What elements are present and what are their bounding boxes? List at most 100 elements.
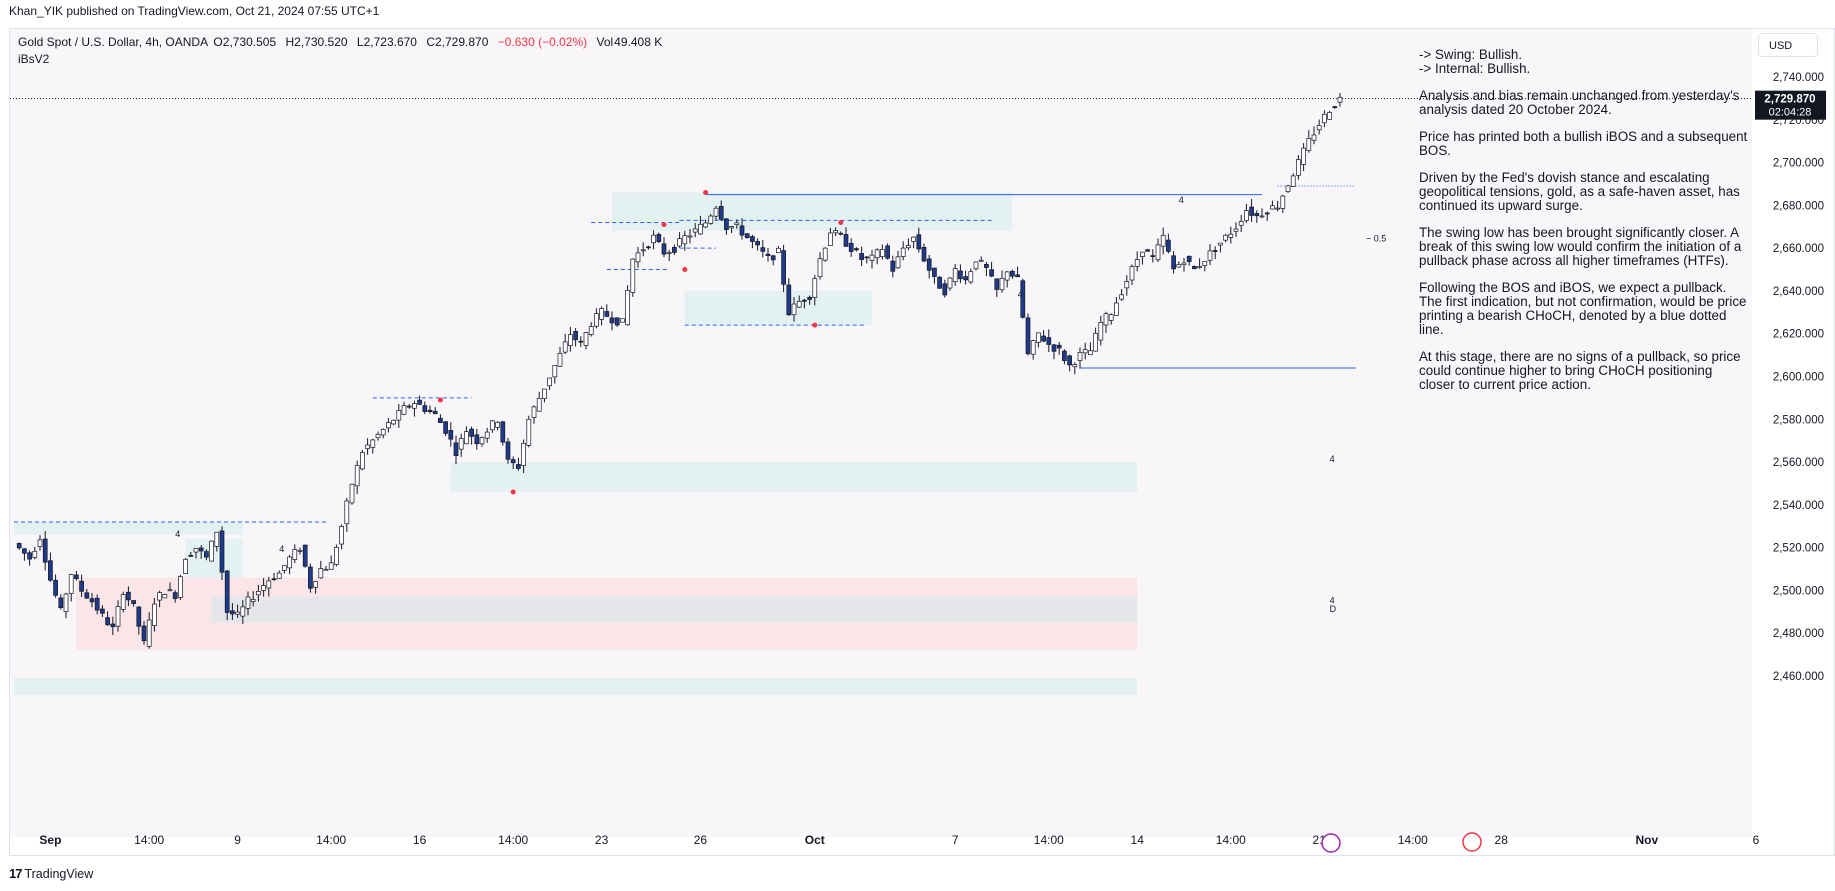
- candle-up[interactable]: [791, 303, 797, 316]
- candle-up[interactable]: [209, 540, 214, 562]
- symbol-name[interactable]: Gold Spot / U.S. Dollar, 4h, OANDA: [18, 35, 209, 49]
- candle-up[interactable]: [1093, 332, 1098, 352]
- candle-up[interactable]: [287, 556, 292, 569]
- candle-down[interactable]: [921, 247, 927, 262]
- candle-up[interactable]: [594, 313, 599, 327]
- candle-down[interactable]: [53, 579, 58, 596]
- candle-up[interactable]: [630, 258, 636, 293]
- candle-down[interactable]: [126, 591, 131, 601]
- candle-down[interactable]: [786, 284, 792, 316]
- candle-down[interactable]: [744, 233, 750, 238]
- candle-up[interactable]: [1082, 349, 1088, 354]
- candle-up[interactable]: [833, 230, 838, 234]
- candle-up[interactable]: [370, 439, 376, 448]
- candle-up[interactable]: [162, 594, 168, 599]
- candle-up[interactable]: [495, 421, 500, 428]
- candle-up[interactable]: [1306, 138, 1312, 151]
- candle-down[interactable]: [1051, 344, 1057, 352]
- candle-up[interactable]: [906, 245, 911, 249]
- candle-up[interactable]: [365, 444, 370, 450]
- candle-down[interactable]: [505, 441, 511, 460]
- candle-up[interactable]: [1285, 185, 1291, 192]
- candle-up[interactable]: [266, 580, 272, 589]
- candle-down[interactable]: [750, 236, 755, 242]
- candle-up[interactable]: [1103, 313, 1109, 326]
- candle-down[interactable]: [1145, 249, 1150, 252]
- candle-up[interactable]: [1108, 314, 1114, 321]
- candle-up[interactable]: [1036, 332, 1041, 343]
- candle-up[interactable]: [1088, 350, 1093, 356]
- candle-up[interactable]: [1202, 261, 1208, 266]
- candle-down[interactable]: [302, 544, 308, 567]
- candle-up[interactable]: [692, 228, 698, 233]
- candle-up[interactable]: [292, 549, 298, 560]
- candle-up[interactable]: [547, 377, 552, 387]
- candle-up[interactable]: [1140, 251, 1145, 257]
- candle-up[interactable]: [1259, 215, 1265, 218]
- candle-down[interactable]: [1192, 266, 1197, 270]
- candle-up[interactable]: [822, 247, 828, 261]
- candle-down[interactable]: [838, 232, 844, 235]
- candle-down[interactable]: [859, 253, 864, 260]
- candle-down[interactable]: [1067, 355, 1072, 366]
- candle-down[interactable]: [136, 606, 142, 627]
- candle-up[interactable]: [1207, 250, 1213, 261]
- candle-down[interactable]: [219, 530, 225, 573]
- candle-up[interactable]: [1176, 264, 1182, 268]
- candle-up[interactable]: [1124, 281, 1130, 289]
- candle-down[interactable]: [1046, 337, 1052, 345]
- candle-down[interactable]: [672, 247, 677, 253]
- candle-down[interactable]: [198, 547, 204, 552]
- candle-up[interactable]: [1197, 266, 1202, 268]
- candle-up[interactable]: [521, 443, 526, 466]
- candle-down[interactable]: [854, 248, 859, 251]
- candle-up[interactable]: [157, 592, 162, 601]
- candle-down[interactable]: [989, 269, 994, 277]
- candle-up[interactable]: [339, 525, 344, 545]
- candle-up[interactable]: [183, 558, 188, 574]
- candle-up[interactable]: [978, 259, 984, 262]
- lightning-event-icon[interactable]: [1321, 833, 1341, 853]
- candle-up[interactable]: [1119, 294, 1124, 300]
- candle-up[interactable]: [900, 247, 906, 257]
- candle-up[interactable]: [37, 539, 43, 547]
- candle-up[interactable]: [869, 254, 875, 261]
- tradingview-footer[interactable]: 17 TradingView: [9, 864, 93, 884]
- candle-up[interactable]: [708, 215, 714, 224]
- candle-up[interactable]: [1218, 242, 1223, 246]
- candle-up[interactable]: [568, 334, 573, 347]
- candle-up[interactable]: [115, 606, 121, 627]
- candle-up[interactable]: [1337, 96, 1343, 103]
- candle-up[interactable]: [620, 318, 625, 323]
- candle-down[interactable]: [1186, 255, 1192, 262]
- candle-down[interactable]: [469, 428, 474, 437]
- candle-down[interactable]: [443, 421, 448, 434]
- candle-down[interactable]: [474, 434, 480, 445]
- candle-up[interactable]: [323, 568, 329, 571]
- candle-up[interactable]: [1327, 112, 1332, 120]
- candle-down[interactable]: [1062, 350, 1067, 361]
- candle-down[interactable]: [760, 247, 766, 252]
- candle-down[interactable]: [926, 258, 932, 271]
- candle-down[interactable]: [958, 270, 963, 280]
- candle-up[interactable]: [729, 226, 734, 229]
- candle-up[interactable]: [490, 420, 495, 431]
- candle-down[interactable]: [48, 560, 53, 581]
- candle-down[interactable]: [230, 610, 235, 615]
- candle-up[interactable]: [386, 422, 391, 429]
- candle-down[interactable]: [271, 578, 277, 581]
- candle-up[interactable]: [1077, 352, 1083, 361]
- candle-down[interactable]: [1332, 106, 1338, 108]
- candle-down[interactable]: [510, 459, 516, 464]
- candle-up[interactable]: [828, 232, 833, 246]
- candle-down[interactable]: [578, 340, 584, 343]
- candle-up[interactable]: [1160, 235, 1166, 247]
- candle-up[interactable]: [947, 277, 953, 289]
- candle-up[interactable]: [588, 326, 594, 335]
- candle-up[interactable]: [557, 353, 563, 367]
- candle-up[interactable]: [1072, 364, 1078, 368]
- candle-down[interactable]: [172, 592, 178, 599]
- candle-down[interactable]: [885, 245, 890, 259]
- candle-down[interactable]: [27, 552, 32, 560]
